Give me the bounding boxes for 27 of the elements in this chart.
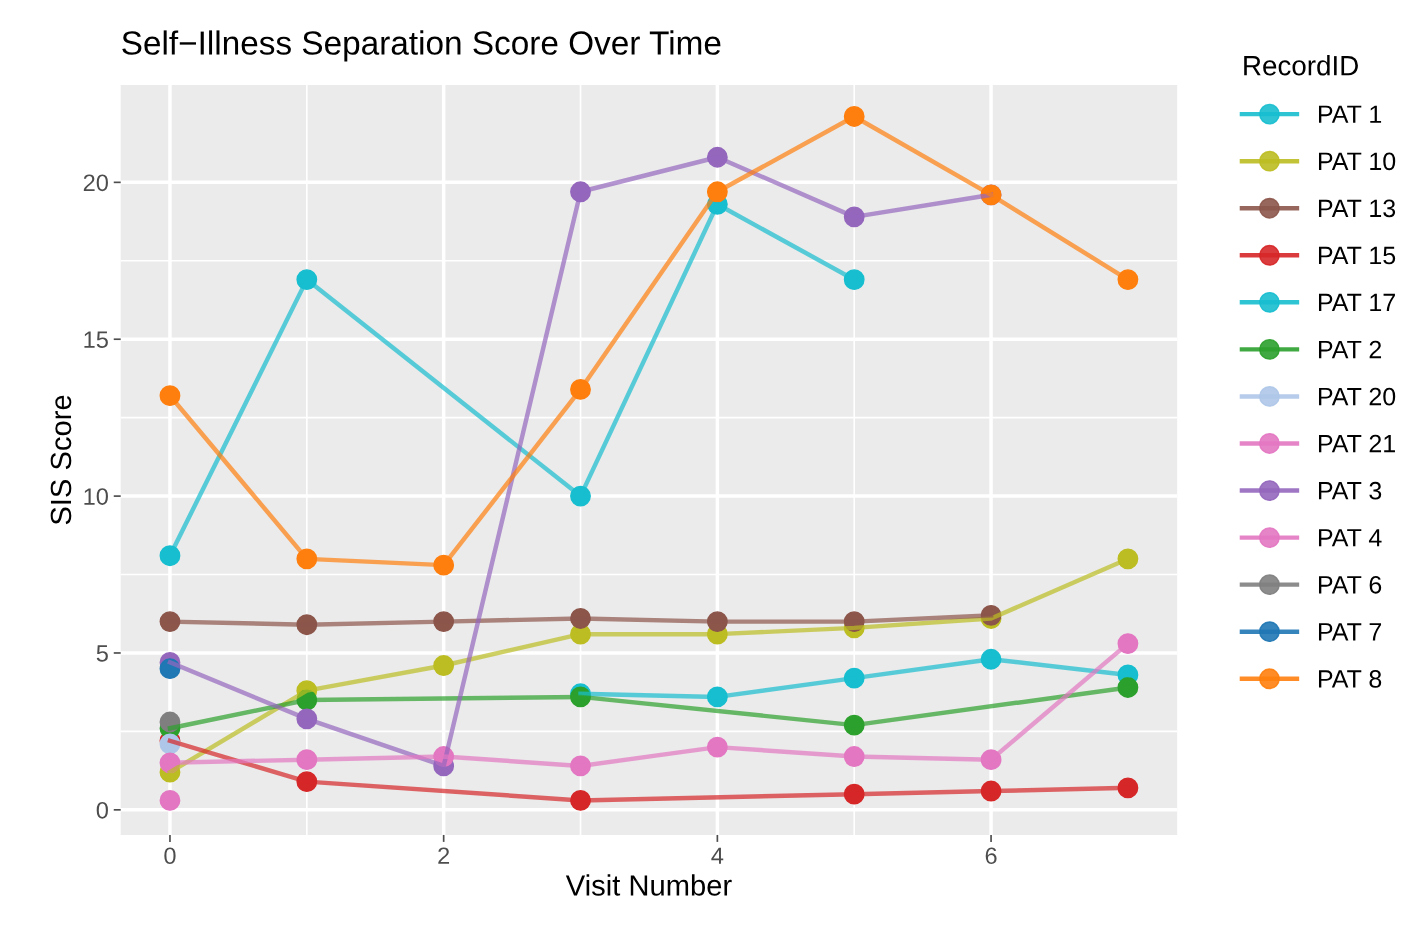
legend-label: PAT 4 bbox=[1318, 529, 1382, 547]
y-axis-title: SIS Score bbox=[50, 395, 72, 525]
legend-label: PAT 7 bbox=[1318, 623, 1382, 641]
y-tick-label: 15 bbox=[84, 331, 108, 349]
legend-label: PAT 3 bbox=[1318, 481, 1382, 500]
point bbox=[159, 790, 181, 811]
legend-label: PAT 6 bbox=[1318, 575, 1382, 594]
legend-label: PAT 1 bbox=[1318, 105, 1382, 123]
x-tick-label: 4 bbox=[711, 847, 724, 864]
x-tick-label: 0 bbox=[164, 847, 176, 865]
legend-label: PAT 8 bbox=[1318, 670, 1382, 688]
legend-label: PAT 17 bbox=[1318, 293, 1395, 312]
x-tick-label: 2 bbox=[438, 847, 450, 864]
legend-label: PAT 20 bbox=[1318, 387, 1396, 406]
legend-label: PAT 21 bbox=[1318, 434, 1395, 453]
legend-label: PAT 15 bbox=[1318, 246, 1396, 265]
legend-title: RecordID bbox=[1244, 55, 1358, 76]
x-axis-title: Visit Number bbox=[565, 874, 732, 896]
y-tick-label: 10 bbox=[84, 488, 108, 505]
y-tick-label: 5 bbox=[96, 645, 108, 662]
legend-label: PAT 10 bbox=[1318, 152, 1396, 171]
chart-title: Self−Illness Separation Score Over Time bbox=[122, 30, 721, 62]
legend-label: PAT 2 bbox=[1318, 340, 1382, 359]
legend-label: PAT 13 bbox=[1318, 199, 1396, 218]
x-tick-label: 6 bbox=[985, 847, 997, 865]
y-tick-label: 20 bbox=[83, 174, 108, 192]
y-tick-label: 0 bbox=[96, 801, 108, 819]
